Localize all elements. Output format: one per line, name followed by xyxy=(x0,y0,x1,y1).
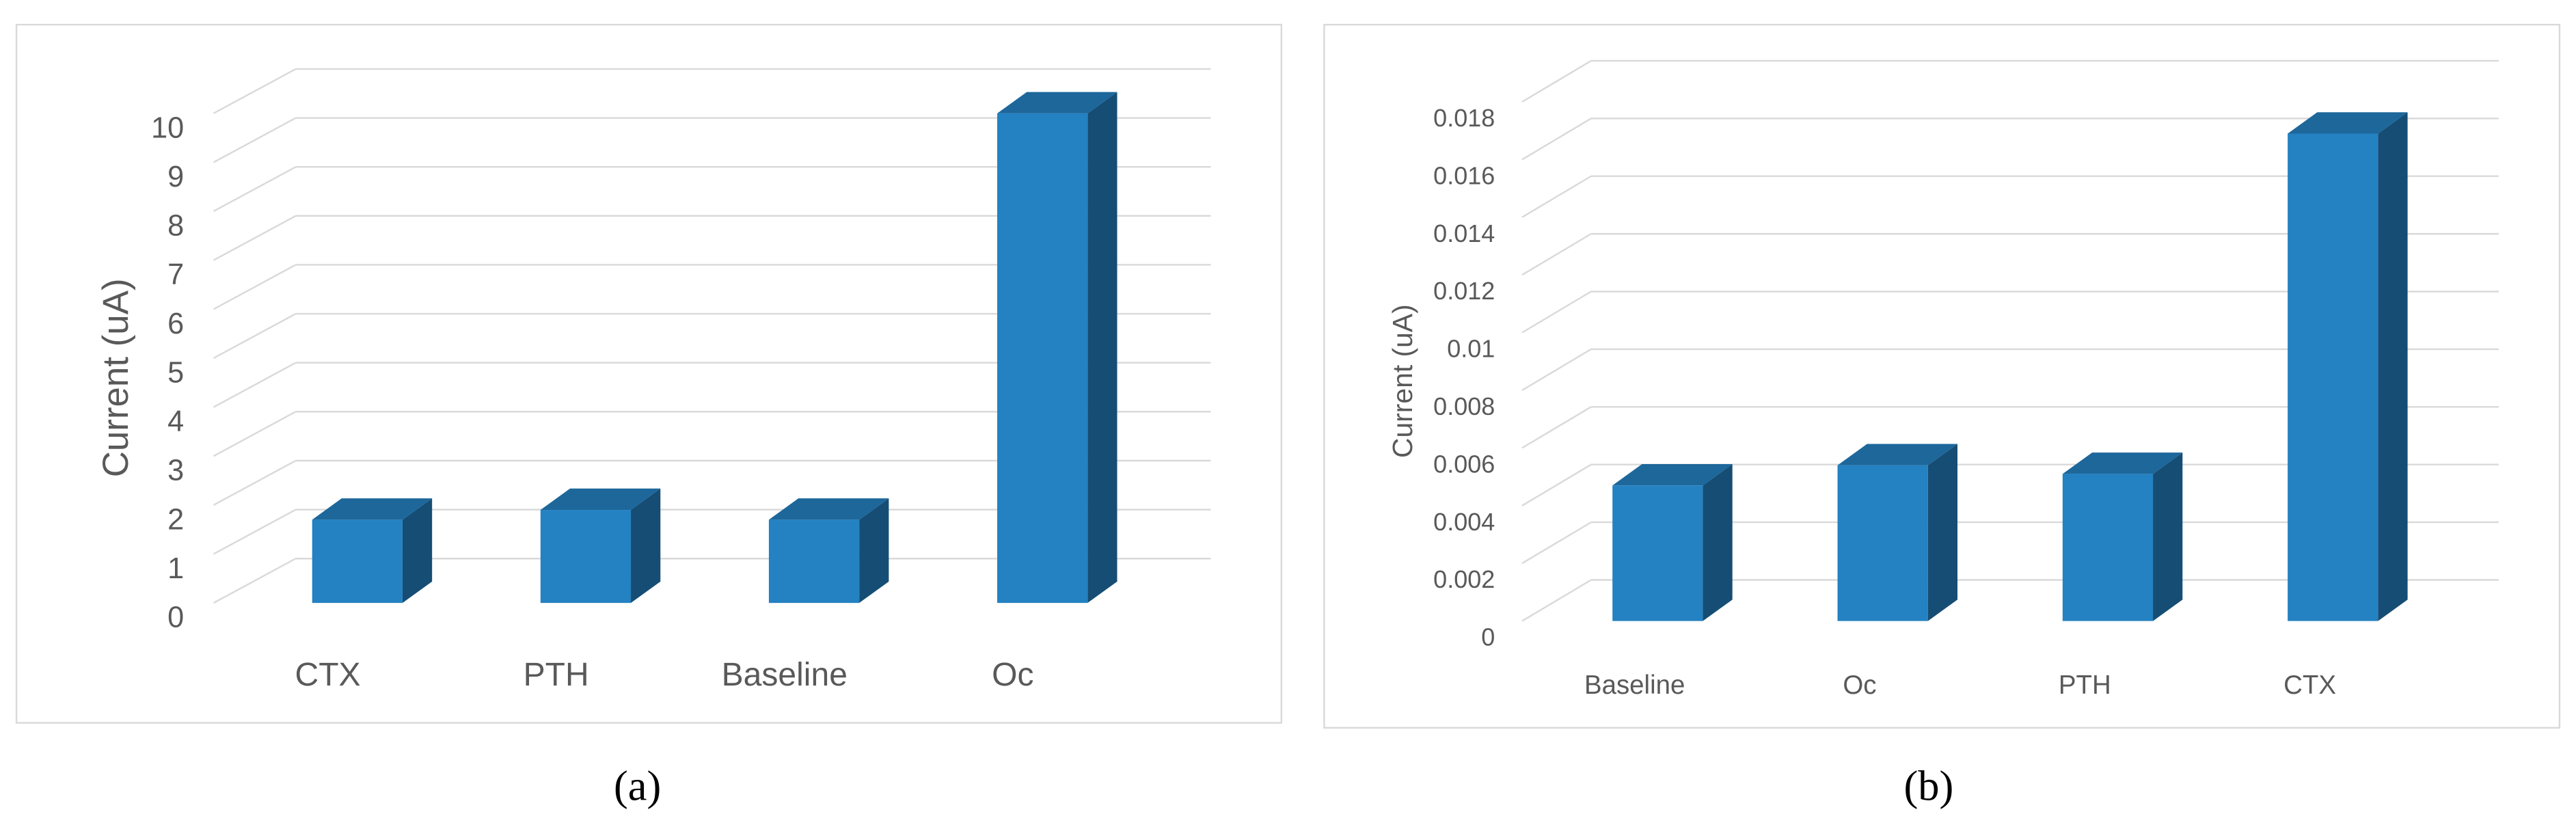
bar xyxy=(1837,444,1957,621)
panel-caption: (a) xyxy=(614,762,661,810)
bar-side xyxy=(1087,92,1117,604)
chart-panel: 0 0.002 0.004 0.006 0.008 0.01 0.012 0.014 0.016… xyxy=(1323,23,2561,810)
x-tick-label: CTX xyxy=(2283,670,2336,700)
bar xyxy=(2288,112,2408,621)
bar xyxy=(540,488,661,604)
grid-diagonal xyxy=(1521,348,1592,392)
bar-side xyxy=(2378,112,2408,621)
bar-top xyxy=(2062,452,2183,474)
grid-diagonal xyxy=(1521,521,1592,565)
grid-diagonal xyxy=(1521,406,1592,449)
y-tick-label: 5 xyxy=(167,356,184,389)
panel-caption: (b) xyxy=(1904,762,1954,810)
x-tick-label: PTH xyxy=(2059,670,2111,700)
grid-diagonal xyxy=(1521,175,1592,218)
y-tick-label: 0.002 xyxy=(1433,565,1495,593)
bar-top xyxy=(2288,112,2408,134)
bar-side xyxy=(2153,452,2183,621)
y-tick-label: 8 xyxy=(167,210,184,243)
x-tick-label: Oc xyxy=(992,656,1033,693)
bar-top xyxy=(1612,464,1733,486)
y-tick-label: 0.01 xyxy=(1447,335,1495,363)
bar-top xyxy=(768,498,889,520)
x-tick-label: Baseline xyxy=(1584,670,1685,700)
y-axis-title: Current (uA) xyxy=(96,278,136,477)
x-tick-label: PTH xyxy=(524,656,589,693)
y-tick-label: 4 xyxy=(167,405,184,438)
bar-front xyxy=(2062,474,2154,621)
bar-top xyxy=(1837,444,1957,465)
grid-diagonal xyxy=(1521,118,1592,161)
bar-top xyxy=(312,498,433,520)
grid-diagonal xyxy=(213,117,297,163)
panel-border xyxy=(1323,23,2561,729)
grid-diagonal xyxy=(213,509,297,555)
y-tick-label: 10 xyxy=(151,111,184,144)
bar-front xyxy=(1612,485,1703,621)
bar-front xyxy=(1837,465,1928,621)
bar xyxy=(768,498,889,604)
y-tick-label: 0.006 xyxy=(1433,450,1495,478)
y-tick-label: 0.018 xyxy=(1433,104,1495,132)
y-tick-label: 9 xyxy=(167,161,184,193)
x-tick-label: Oc xyxy=(1843,670,1876,700)
bar-front xyxy=(2288,133,2378,621)
y-tick-label: 0.014 xyxy=(1433,219,1495,247)
grid-diagonal xyxy=(213,215,297,261)
bar xyxy=(997,92,1117,604)
grid-diagonal xyxy=(213,459,297,506)
bar xyxy=(312,498,433,604)
y-tick-label: 0.012 xyxy=(1433,277,1495,305)
bar-front xyxy=(997,113,1088,604)
bar xyxy=(1612,464,1733,621)
bar-top xyxy=(540,488,661,511)
bar-front xyxy=(768,519,860,604)
grid-diagonal xyxy=(213,68,297,114)
bar-side xyxy=(402,498,433,604)
x-tick-label: CTX xyxy=(295,656,360,693)
grid-diagonal xyxy=(1521,579,1592,622)
chart-panel: 0 1 2 3 4 5 6 7 8 9 10 Current (uA) CTX PTH Baseline Oc… xyxy=(15,23,1283,810)
y-tick-label: 1 xyxy=(167,552,184,585)
grid-diagonal xyxy=(1521,59,1592,103)
grid-diagonal xyxy=(213,558,297,604)
y-tick-label: 0.008 xyxy=(1433,392,1495,420)
y-tick-label: 7 xyxy=(167,258,184,291)
grid-diagonal xyxy=(1521,463,1592,506)
y-tick-label: 0.004 xyxy=(1433,508,1495,536)
y-tick-label: 0 xyxy=(1481,623,1495,651)
bar-top xyxy=(997,92,1117,113)
bar-side xyxy=(1927,444,1957,621)
grid-diagonal xyxy=(213,166,297,213)
grid-diagonal xyxy=(213,264,297,310)
y-axis-title: Current (uA) xyxy=(1387,304,1418,458)
grid-diagonal xyxy=(213,362,297,408)
grid-diagonal xyxy=(1521,233,1592,276)
y-tick-label: 6 xyxy=(167,308,184,340)
bar-front xyxy=(540,510,632,604)
bar-side xyxy=(1703,464,1733,621)
y-tick-label: 0 xyxy=(167,601,184,634)
grid-diagonal xyxy=(213,411,297,457)
grid-diagonal xyxy=(213,313,297,360)
y-tick-label: 0.016 xyxy=(1433,161,1495,189)
y-tick-label: 2 xyxy=(167,503,184,536)
bar xyxy=(2062,452,2183,621)
y-tick-label: 3 xyxy=(167,455,184,487)
grid-diagonal xyxy=(1521,290,1592,334)
bar-side xyxy=(631,488,661,604)
bar-front xyxy=(312,519,403,604)
x-tick-label: Baseline xyxy=(722,656,848,693)
bar-side xyxy=(859,498,889,604)
panel-border xyxy=(15,23,1283,724)
